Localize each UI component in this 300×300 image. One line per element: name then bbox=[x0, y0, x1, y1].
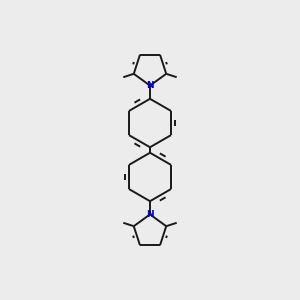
Text: N: N bbox=[146, 210, 154, 219]
Text: N: N bbox=[146, 81, 154, 90]
